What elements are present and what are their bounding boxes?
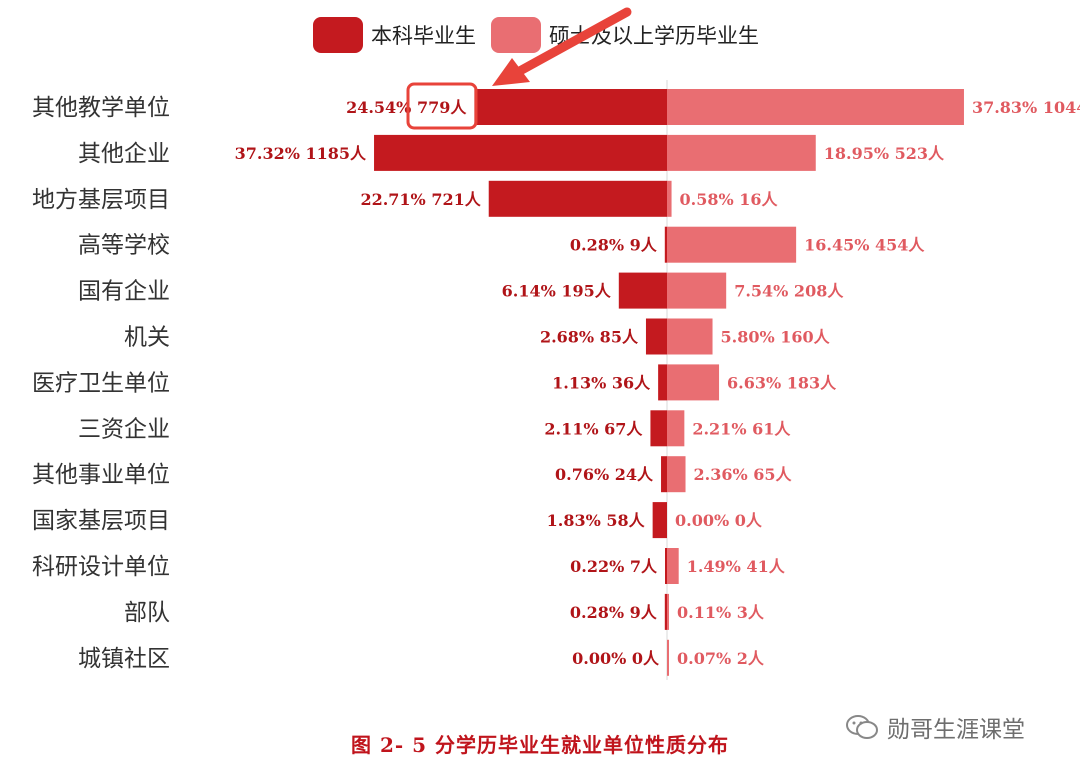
bar-master — [667, 548, 679, 584]
data-label-master: 2.36% 65人 — [694, 465, 793, 484]
watermark: 勋哥生涯课堂 — [845, 710, 1025, 744]
data-label-master: 0.11% 3人 — [677, 603, 765, 622]
data-label-master: 0.58% 16人 — [680, 190, 779, 209]
data-label-bachelor: 0.28% 9人 — [570, 236, 658, 255]
bar-master — [667, 410, 685, 447]
bar-master — [667, 364, 720, 401]
chart-legend: 本科毕业生 硕士及以上学历毕业生 — [0, 0, 1080, 60]
legend-swatch-bachelor — [313, 17, 363, 53]
bar-master — [667, 593, 669, 630]
annotation-arrow-head — [492, 58, 530, 86]
bar-bachelor — [664, 226, 667, 263]
bar-bachelor — [664, 593, 667, 630]
category-label: 科研设计单位 — [32, 554, 170, 580]
bar-master — [667, 89, 964, 125]
category-label: 城镇社区 — [78, 646, 170, 672]
category-label: 国有企业 — [78, 279, 170, 305]
watermark-text: 勋哥生涯课堂 — [887, 717, 1025, 743]
bar-bachelor — [658, 364, 667, 401]
legend-label-bachelor: 本科毕业生 — [371, 24, 476, 48]
bar-bachelor — [661, 456, 667, 493]
figure-caption: 图 2- 5 分学历毕业生就业单位性质分布 — [350, 733, 730, 757]
annotation-arrow-shaft — [513, 7, 632, 77]
data-label-master: 18.95% 523人 — [824, 144, 945, 163]
legend-swatch-master — [491, 17, 541, 53]
legend-item-bachelor: 本科毕业生 — [313, 17, 476, 53]
bar-bachelor — [474, 89, 667, 125]
bar-master — [667, 456, 686, 493]
bar-bachelor — [645, 318, 667, 355]
bar-bachelor — [374, 134, 667, 171]
category-label: 三资企业 — [78, 416, 170, 442]
category-label: 其他企业 — [78, 141, 170, 167]
category-label: 高等学校 — [78, 233, 170, 259]
data-label-master: 5.80% 160人 — [721, 328, 831, 347]
data-label-bachelor: 0.28% 9人 — [570, 603, 658, 622]
bar-bachelor — [650, 410, 667, 447]
data-label-bachelor: 0.22% 7人 — [570, 557, 658, 576]
data-label-master: 16.45% 454人 — [804, 236, 925, 255]
category-label: 部队 — [124, 600, 170, 626]
category-label: 机关 — [124, 325, 170, 351]
bar-bachelor — [618, 272, 667, 309]
category-label: 其他事业单位 — [32, 462, 170, 488]
category-label: 医疗卫生单位 — [32, 370, 170, 396]
bar-master — [667, 272, 727, 309]
category-label: 地方基层项目 — [32, 187, 170, 213]
bar-master — [667, 318, 713, 355]
data-label-bachelor: 1.13% 36人 — [552, 373, 651, 392]
data-label-bachelor: 1.83% 58人 — [547, 511, 646, 530]
bar-master — [667, 639, 669, 676]
data-label-master: 37.83% 1044人 — [972, 98, 1080, 117]
data-label-bachelor: 6.14% 195人 — [502, 282, 612, 301]
data-label-bachelor: 0.76% 24人 — [555, 465, 654, 484]
legend-item-master: 硕士及以上学历毕业生 — [491, 17, 759, 53]
data-label-bachelor: 2.11% 67人 — [544, 419, 643, 438]
data-label-master: 6.63% 183人 — [727, 373, 837, 392]
data-label-master: 2.21% 61人 — [692, 419, 791, 438]
category-label: 其他教学单位 — [32, 95, 170, 121]
bar-master — [667, 180, 672, 217]
data-label-bachelor: 2.68% 85人 — [540, 328, 639, 347]
chat-bubble-icon — [846, 715, 878, 739]
data-label-bachelor: 22.71% 721人 — [360, 190, 481, 209]
data-label-master: 1.49% 41人 — [687, 557, 786, 576]
data-label-bachelor: 37.32% 1185人 — [235, 144, 367, 163]
data-label-bachelor: 0.00% 0人 — [572, 649, 660, 668]
bar-master — [667, 134, 816, 171]
bar-bachelor — [665, 548, 667, 584]
bar-bachelor — [488, 180, 667, 217]
bar-bachelor — [652, 502, 667, 539]
category-label: 国家基层项目 — [32, 508, 170, 534]
data-label-master: 0.00% 0人 — [675, 511, 763, 530]
data-label-master: 7.54% 208人 — [734, 282, 844, 301]
bar-master — [667, 226, 797, 263]
data-label-master: 0.07% 2人 — [677, 649, 765, 668]
highlight-box — [406, 82, 478, 130]
